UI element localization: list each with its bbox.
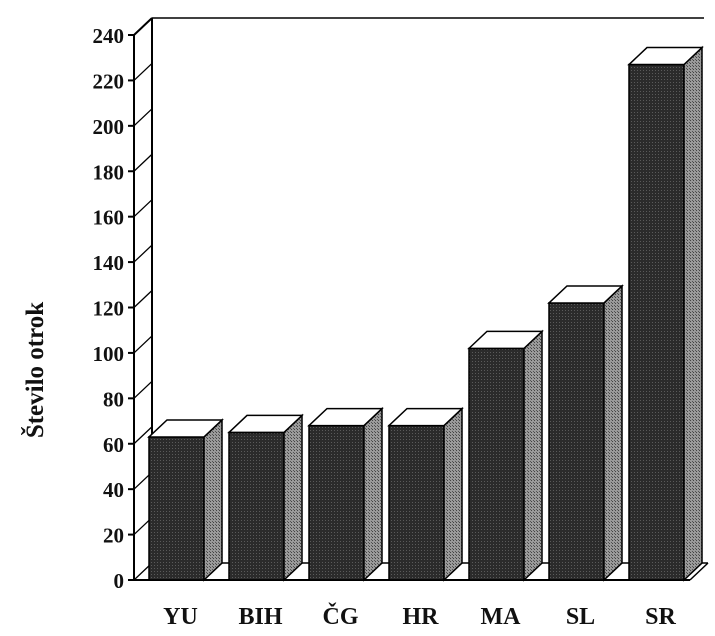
y-tick-label: 140 (93, 251, 125, 275)
bar-top (147, 419, 224, 438)
bar-top (387, 407, 464, 427)
bar-side (203, 418, 223, 582)
bar-sr (627, 45, 704, 582)
y-tick-depth (133, 380, 153, 399)
bars (147, 45, 704, 582)
y-tick-depth (133, 62, 153, 81)
y-tick-depth (133, 199, 153, 218)
bar-top (467, 330, 544, 350)
bar-front (308, 424, 365, 581)
y-axis-label: Število otrok (21, 302, 49, 438)
bar-front (228, 431, 285, 581)
x-tick-label: HR (403, 604, 440, 630)
y-tick-depth (133, 153, 153, 172)
x-tick-label: SR (645, 604, 676, 630)
bar-side (523, 329, 543, 582)
bar-bih (227, 413, 304, 582)
bar-front (468, 347, 525, 581)
y-tick-label: 240 (93, 24, 125, 48)
bar-top (547, 285, 624, 304)
bar-side (443, 406, 463, 582)
x-tick-label: ČG (323, 603, 359, 630)
bar-sl (547, 284, 624, 582)
y-tick-depth (133, 290, 153, 308)
y-tick-label: 0 (114, 569, 125, 593)
y-tick-label: 80 (103, 387, 124, 411)
y-tick-depth (133, 244, 153, 263)
y-tick-label: 20 (103, 524, 124, 548)
y-tick-label: 180 (93, 160, 125, 184)
bar-side (603, 284, 623, 582)
bar-čg (307, 406, 384, 582)
x-tick-label: BIH (238, 604, 282, 630)
y-tick-label: 40 (103, 478, 124, 502)
y-tick-label: 100 (93, 342, 125, 366)
bar-front (628, 63, 685, 581)
bar-front (548, 302, 605, 581)
y-tick-label: 60 (103, 433, 124, 457)
bar-side (363, 406, 383, 582)
y-tick-depth (133, 426, 153, 445)
bar-side (683, 45, 703, 582)
bar-top (627, 46, 704, 66)
y-tick-depth (133, 335, 153, 354)
bar-ma (467, 329, 544, 582)
bar-front (388, 424, 445, 581)
bar-top (227, 414, 304, 434)
floor-right-edge (689, 562, 709, 581)
bar-top (307, 407, 384, 427)
y-tick-label: 200 (93, 115, 125, 139)
y-tick-label: 220 (93, 69, 125, 93)
bar-side (283, 413, 303, 582)
bar-front (148, 436, 205, 581)
x-tick-label: YU (163, 604, 198, 630)
y-tick-depth (133, 17, 153, 36)
bar-yu (147, 418, 224, 582)
x-tick-label: MA (481, 604, 522, 630)
bar-hr (387, 406, 464, 582)
y-tick-depth (133, 108, 153, 127)
axis-labels: 0 20 40 60 80 100 120 140 160 180 200 220 240 YU BIH ČG… (93, 24, 677, 630)
y-tick-label: 120 (93, 297, 125, 321)
x-tick-label: SL (566, 604, 595, 630)
y-tick-label: 160 (93, 206, 125, 230)
